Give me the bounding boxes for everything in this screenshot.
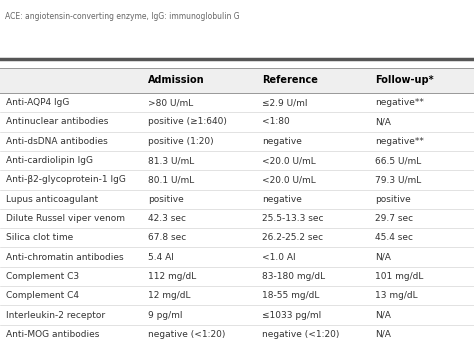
Text: N/A: N/A — [375, 330, 391, 339]
Text: Reference: Reference — [262, 75, 318, 85]
Text: 101 mg/dL: 101 mg/dL — [375, 272, 424, 281]
Text: negative (<1:20): negative (<1:20) — [262, 330, 339, 339]
Bar — [0, 247, 474, 267]
Text: N/A: N/A — [375, 252, 391, 261]
Bar — [0, 305, 474, 325]
Text: negative**: negative** — [375, 98, 424, 107]
Bar — [0, 190, 474, 209]
Text: Dilute Russel viper venom: Dilute Russel viper venom — [6, 214, 125, 223]
Bar — [0, 151, 474, 170]
Bar — [0, 170, 474, 190]
Text: negative (<1:20): negative (<1:20) — [148, 330, 225, 339]
Text: Interleukin-2 receptor: Interleukin-2 receptor — [6, 311, 105, 320]
Text: 29.7 sec: 29.7 sec — [375, 214, 413, 223]
Text: 112 mg/dL: 112 mg/dL — [148, 272, 196, 281]
Text: ≤2.9 U/ml: ≤2.9 U/ml — [262, 98, 307, 107]
Text: 5.4 AI: 5.4 AI — [148, 252, 174, 261]
Text: ≤1033 pg/ml: ≤1033 pg/ml — [262, 311, 321, 320]
Text: Anti-cardiolipin IgG: Anti-cardiolipin IgG — [6, 156, 93, 165]
Text: positive: positive — [148, 195, 183, 204]
Bar — [0, 325, 474, 344]
Text: 45.4 sec: 45.4 sec — [375, 233, 413, 242]
Text: 26.2-25.2 sec: 26.2-25.2 sec — [262, 233, 323, 242]
Bar — [0, 286, 474, 305]
Text: <1.0 AI: <1.0 AI — [262, 252, 295, 261]
Text: >80 U/mL: >80 U/mL — [148, 98, 193, 107]
Text: <1:80: <1:80 — [262, 117, 290, 126]
Text: 81.3 U/mL: 81.3 U/mL — [148, 156, 194, 165]
Text: 79.3 U/mL: 79.3 U/mL — [375, 175, 422, 184]
Text: 18-55 mg/dL: 18-55 mg/dL — [262, 291, 319, 300]
Text: N/A: N/A — [375, 311, 391, 320]
Text: negative**: negative** — [375, 137, 424, 146]
Text: Anti-chromatin antibodies: Anti-chromatin antibodies — [6, 252, 123, 261]
Text: Anti-AQP4 IgG: Anti-AQP4 IgG — [6, 98, 69, 107]
Text: 25.5-13.3 sec: 25.5-13.3 sec — [262, 214, 323, 223]
Text: Follow-up*: Follow-up* — [375, 75, 434, 85]
Text: Admission: Admission — [148, 75, 204, 85]
Text: N/A: N/A — [375, 117, 391, 126]
Bar — [0, 131, 474, 151]
Text: Silica clot time: Silica clot time — [6, 233, 73, 242]
Text: negative: negative — [262, 195, 301, 204]
Text: Anti-dsDNA antibodies: Anti-dsDNA antibodies — [6, 137, 108, 146]
Text: Complement C3: Complement C3 — [6, 272, 79, 281]
Text: 66.5 U/mL: 66.5 U/mL — [375, 156, 422, 165]
Bar — [0, 93, 474, 112]
Bar — [0, 112, 474, 131]
Text: 13 mg/dL: 13 mg/dL — [375, 291, 418, 300]
Text: Anti-β2-glycoprotein-1 IgG: Anti-β2-glycoprotein-1 IgG — [6, 175, 126, 184]
Text: <20.0 U/mL: <20.0 U/mL — [262, 156, 315, 165]
Text: Lupus anticoagulant: Lupus anticoagulant — [6, 195, 98, 204]
Text: 12 mg/dL: 12 mg/dL — [148, 291, 191, 300]
Text: 42.3 sec: 42.3 sec — [148, 214, 186, 223]
Text: positive: positive — [375, 195, 411, 204]
Text: negative: negative — [262, 137, 301, 146]
Text: Complement C4: Complement C4 — [6, 291, 79, 300]
Bar — [0, 228, 474, 247]
Text: 83-180 mg/dL: 83-180 mg/dL — [262, 272, 325, 281]
Text: 80.1 U/mL: 80.1 U/mL — [148, 175, 194, 184]
Text: ACE: angiotensin-converting enzyme, IgG: immunoglobulin G: ACE: angiotensin-converting enzyme, IgG:… — [5, 12, 239, 21]
Text: Anti-MOG antibodies: Anti-MOG antibodies — [6, 330, 99, 339]
Text: <20.0 U/mL: <20.0 U/mL — [262, 175, 315, 184]
Bar — [0, 209, 474, 228]
Bar — [0, 267, 474, 286]
Text: Antinuclear antibodies: Antinuclear antibodies — [6, 117, 108, 126]
Text: positive (≥1:640): positive (≥1:640) — [148, 117, 227, 126]
Text: 9 pg/ml: 9 pg/ml — [148, 311, 182, 320]
Bar — [0, 67, 474, 93]
Text: 67.8 sec: 67.8 sec — [148, 233, 186, 242]
Text: positive (1:20): positive (1:20) — [148, 137, 213, 146]
